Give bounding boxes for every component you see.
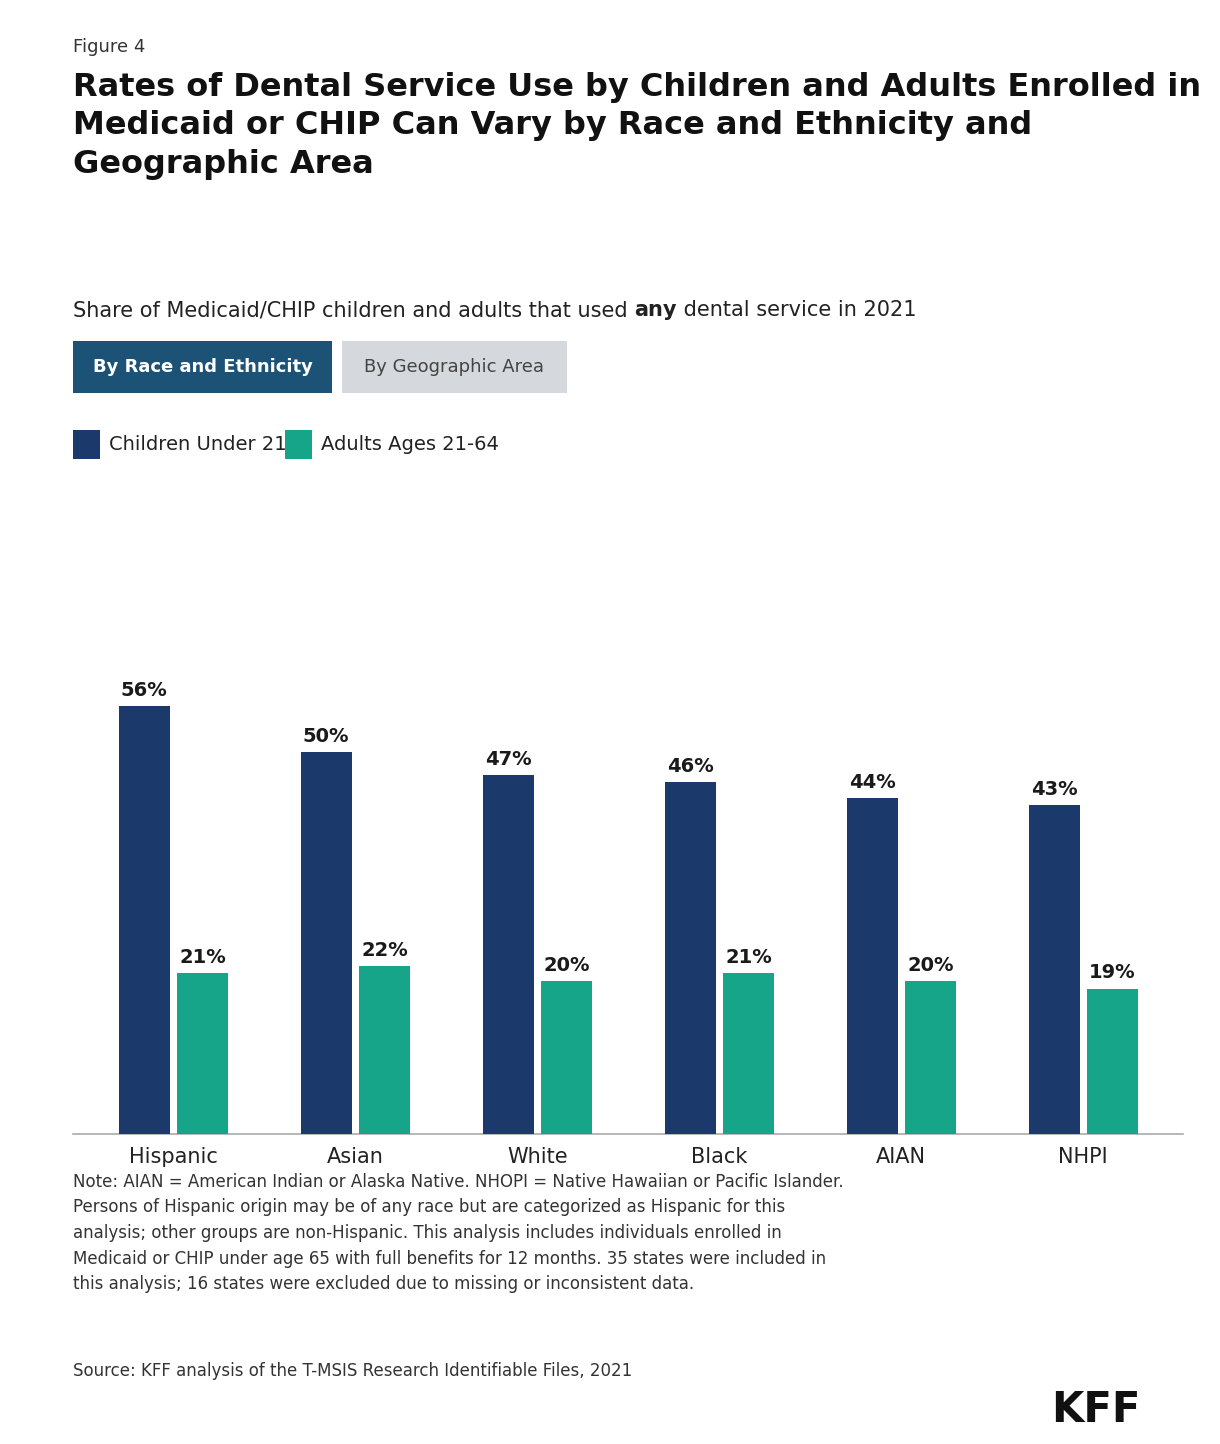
Bar	[359, 966, 410, 1134]
Text: 47%: 47%	[484, 749, 532, 768]
Bar	[665, 783, 716, 1134]
Text: By Geographic Area: By Geographic Area	[365, 358, 544, 375]
Bar	[847, 797, 898, 1134]
Text: 50%: 50%	[303, 726, 349, 745]
Text: KFF: KFF	[1052, 1389, 1141, 1431]
Bar	[540, 980, 592, 1134]
Bar	[1028, 806, 1080, 1134]
Text: 20%: 20%	[543, 956, 589, 975]
Text: 22%: 22%	[361, 940, 407, 959]
Text: 21%: 21%	[725, 949, 772, 967]
Text: 56%: 56%	[121, 682, 167, 700]
Text: 21%: 21%	[179, 949, 226, 967]
Bar	[723, 973, 773, 1134]
Text: Figure 4: Figure 4	[73, 38, 145, 55]
Text: dental service in 2021: dental service in 2021	[677, 300, 916, 321]
Bar	[1087, 989, 1138, 1134]
Text: Source: KFF analysis of the T-MSIS Research Identifiable Files, 2021: Source: KFF analysis of the T-MSIS Resea…	[73, 1362, 632, 1379]
Text: By Race and Ethnicity: By Race and Ethnicity	[93, 358, 312, 375]
Bar	[300, 752, 351, 1134]
Text: any: any	[634, 300, 677, 321]
Text: 44%: 44%	[849, 773, 895, 791]
Text: 20%: 20%	[908, 956, 954, 975]
Text: Note: AIAN = American Indian or Alaska Native. NHOPI = Native Hawaiian or Pacifi: Note: AIAN = American Indian or Alaska N…	[73, 1173, 844, 1294]
Text: 43%: 43%	[1031, 780, 1077, 799]
Bar	[483, 775, 533, 1134]
Bar	[118, 706, 170, 1134]
Text: Children Under 21: Children Under 21	[109, 435, 287, 455]
Text: Share of Medicaid/CHIP children and adults that used: Share of Medicaid/CHIP children and adul…	[73, 300, 634, 321]
Bar	[905, 980, 956, 1134]
Bar	[177, 973, 228, 1134]
Text: 46%: 46%	[667, 757, 714, 777]
Text: Adults Ages 21-64: Adults Ages 21-64	[321, 435, 499, 455]
Text: 19%: 19%	[1089, 963, 1136, 982]
Text: Rates of Dental Service Use by Children and Adults Enrolled in
Medicaid or CHIP : Rates of Dental Service Use by Children …	[73, 72, 1202, 179]
